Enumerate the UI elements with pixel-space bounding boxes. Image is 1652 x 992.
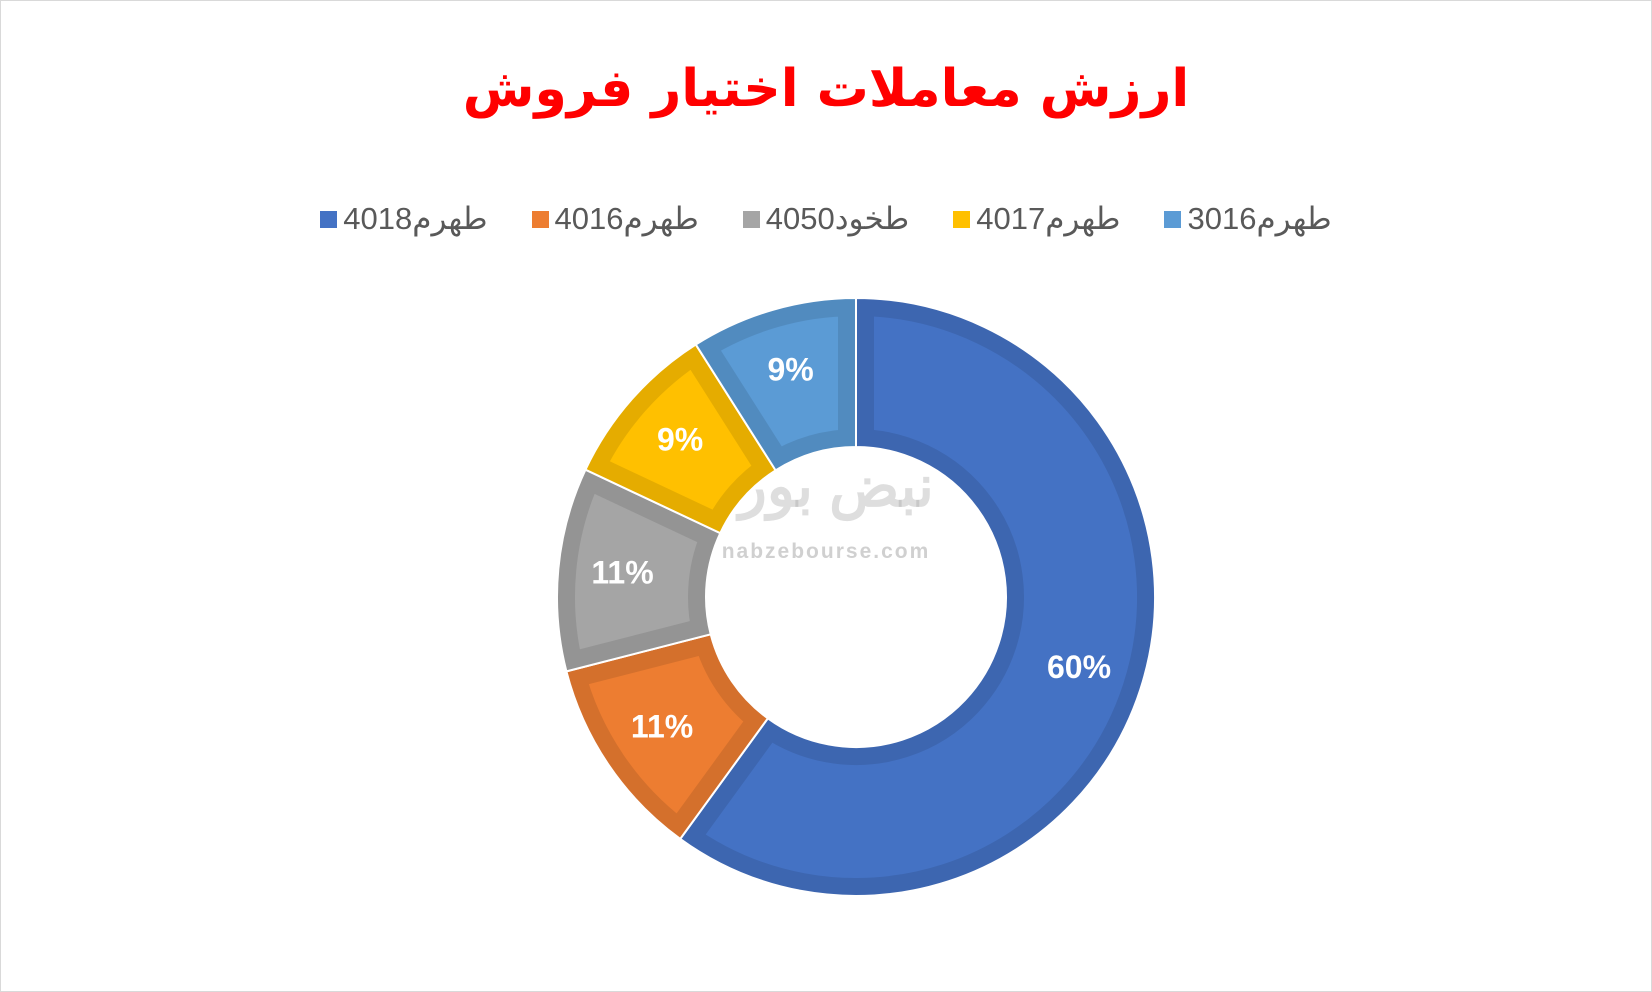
legend-label: طخود4050 bbox=[765, 201, 910, 236]
data-label: 60% bbox=[1047, 649, 1111, 685]
data-label: 11% bbox=[631, 708, 693, 744]
legend-item: طهرم3016 bbox=[1164, 201, 1332, 237]
chart-title: ارزش معاملات اختیار فروش bbox=[462, 59, 1190, 119]
data-label: 9% bbox=[657, 421, 703, 457]
legend-swatch bbox=[531, 210, 549, 228]
legend: طهرم4018 طهرم4016 طخود4050 طهرم4017 طهرم3016 bbox=[1, 201, 1651, 237]
legend-swatch bbox=[742, 210, 760, 228]
segment-separator bbox=[694, 296, 857, 472]
legend-item: طهرم4016 bbox=[531, 201, 699, 237]
legend-item: طخود4050 bbox=[742, 201, 910, 237]
legend-swatch bbox=[953, 210, 971, 228]
segment-separator bbox=[678, 296, 1156, 897]
data-label: 11% bbox=[591, 554, 653, 590]
legend-item: طهرم4017 bbox=[953, 201, 1120, 237]
legend-swatch bbox=[1164, 210, 1182, 228]
legend-label: طهرم4018 bbox=[343, 201, 488, 236]
legend-label: طهرم4016 bbox=[554, 201, 699, 236]
legend-label: طهرم3016 bbox=[1187, 201, 1332, 236]
data-label: 9% bbox=[767, 351, 813, 387]
legend-label: طهرم4017 bbox=[976, 201, 1121, 236]
watermark-url: nabzebourse.com bbox=[722, 540, 931, 563]
legend-swatch bbox=[320, 210, 338, 228]
legend-item: طهرم4018 bbox=[320, 201, 488, 237]
